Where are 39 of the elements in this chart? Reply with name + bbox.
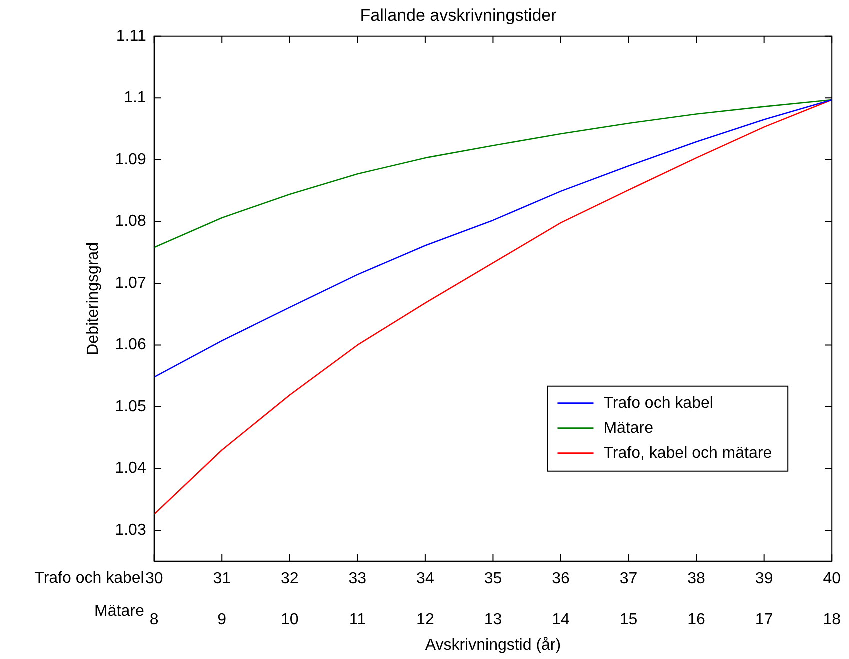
- text: Mätare: [94, 603, 144, 620]
- x-tick-label: 39: [755, 570, 774, 588]
- y-tick-label: 1.04: [115, 460, 146, 478]
- y-tick-label: 1.11: [116, 28, 146, 45]
- chart-title: Fallande avskrivningstider: [360, 6, 558, 25]
- x-tick-label: 33: [348, 570, 367, 588]
- y-axis-title: Debiteringsgrad: [85, 242, 102, 356]
- x2-tick-label: 17: [755, 612, 774, 629]
- x2-tick-label: 11: [349, 612, 366, 629]
- x2-tick-label: 16: [688, 612, 706, 629]
- legend-label: Mätare: [604, 420, 654, 437]
- x2-tick-label: 14: [552, 612, 570, 629]
- y-tick-label: 1.1: [124, 90, 146, 107]
- y-tick-label: 1.09: [115, 151, 146, 168]
- legend-label: Trafo, kabel och mätare: [604, 444, 772, 462]
- x-tick-label: 38: [688, 570, 706, 588]
- y-tick-label: 1.03: [115, 522, 146, 539]
- x2-tick-label: 9: [218, 612, 227, 629]
- y-tick-label: 1.08: [115, 213, 146, 230]
- x2-tick-label: 10: [280, 612, 299, 629]
- x-tick-label: 37: [620, 570, 638, 588]
- y-tick-label: 1.06: [115, 336, 146, 354]
- text: Trafo och kabel: [34, 570, 144, 587]
- x2-tick-label: 12: [416, 612, 434, 629]
- x-axis-title: Avskrivningstid (år): [425, 636, 562, 654]
- x-tick-label: 31: [213, 570, 232, 588]
- x-tick-label: 32: [280, 570, 299, 588]
- legend-label: Trafo och kabel: [604, 394, 714, 412]
- x-tick-label: 30: [145, 570, 164, 588]
- x-tick-label: 35: [484, 570, 502, 588]
- x-tick-label: 34: [416, 570, 434, 588]
- x-tick-label: 36: [552, 570, 570, 588]
- x-tick-label: 40: [823, 570, 842, 588]
- x2-tick-label: 15: [620, 612, 638, 629]
- y-tick-label: 1.05: [115, 398, 146, 416]
- x2-tick-label: 8: [150, 612, 159, 629]
- x2-tick-label: 13: [484, 612, 502, 629]
- x2-tick-label: 18: [823, 612, 842, 629]
- y-tick-label: 1.07: [115, 274, 146, 292]
